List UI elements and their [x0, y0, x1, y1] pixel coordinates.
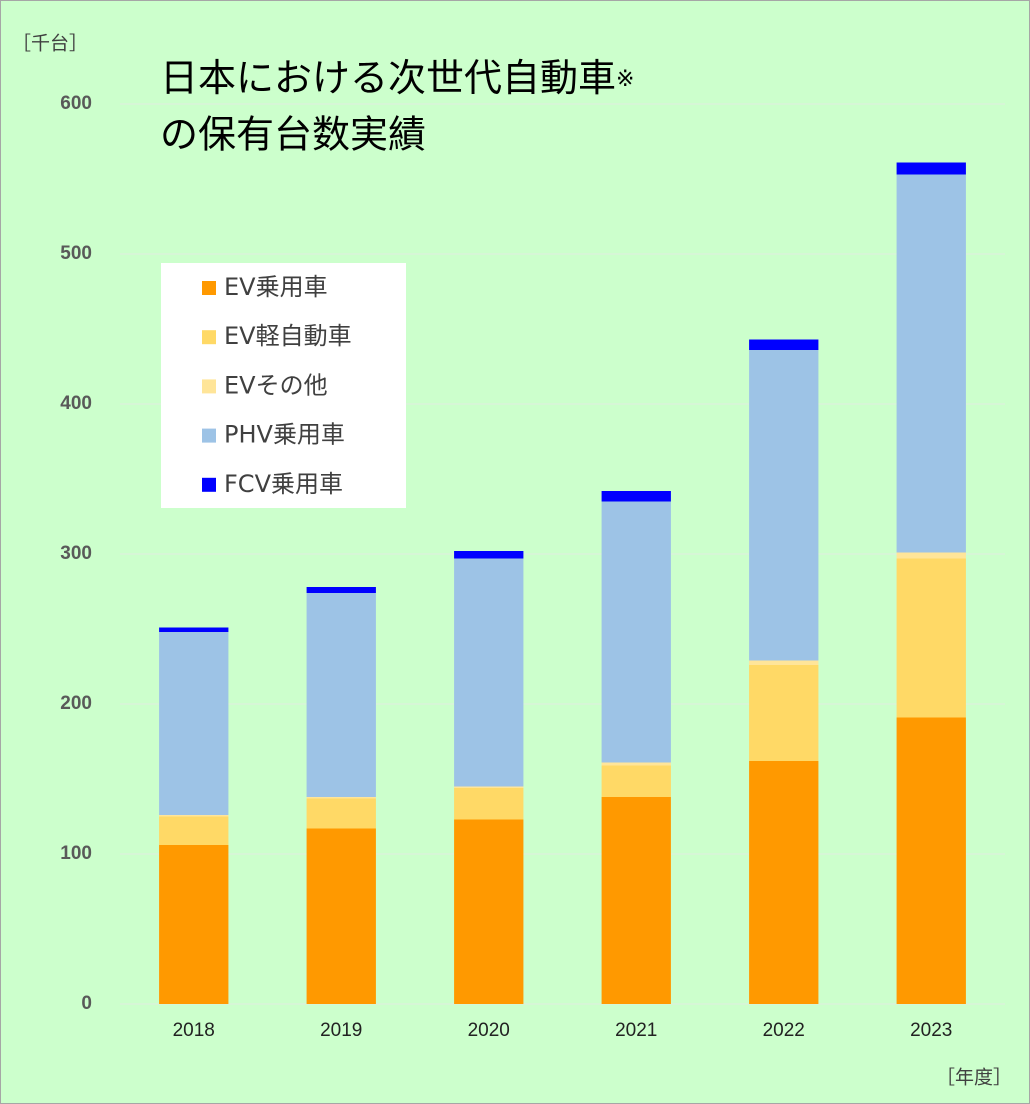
- bar-segment: [749, 660, 819, 665]
- y-tick-label: 100: [60, 843, 92, 864]
- y-tick-label: 0: [81, 993, 92, 1014]
- title-line: 日本における次世代自動車: [160, 56, 616, 100]
- bar-segment: [159, 632, 229, 815]
- bar-segment: [601, 501, 671, 763]
- bar-segment: [601, 762, 671, 766]
- legend-label: EV乗用車: [224, 273, 328, 301]
- bar-segment: [306, 797, 376, 799]
- legend-label: EVその他: [224, 371, 328, 399]
- bar-segment: [896, 717, 966, 1004]
- legend-label: EV軽自動車: [224, 322, 352, 350]
- chart-title: の保有台数実績: [160, 113, 426, 157]
- legend-swatch: [202, 330, 216, 345]
- bar-segment: [454, 558, 524, 787]
- bar-segment: [159, 627, 229, 632]
- bar-segment: [454, 788, 524, 820]
- y-tick-label: 600: [60, 93, 92, 114]
- bar-segment: [601, 491, 671, 502]
- legend-swatch: [202, 428, 216, 443]
- bar-segment: [159, 845, 229, 1004]
- bar-segment: [749, 761, 819, 1004]
- bar-segment: [749, 339, 819, 350]
- y-tick-label: 500: [60, 243, 92, 264]
- bar-segment: [749, 350, 819, 661]
- chart-title: 日本における次世代自動車※: [160, 56, 634, 100]
- legend-box: [161, 263, 406, 508]
- bar-segment: [454, 551, 524, 559]
- bar-segment: [896, 174, 966, 553]
- y-tick-label: 400: [60, 393, 92, 414]
- bar-segment: [601, 797, 671, 1004]
- bar-segment: [306, 828, 376, 1004]
- bar-segment: [454, 786, 524, 788]
- legend-swatch: [202, 477, 216, 492]
- bar-segment: [749, 665, 819, 761]
- x-tick-label: 2018: [173, 1020, 215, 1041]
- x-tick-label: 2023: [910, 1020, 952, 1041]
- x-tick-label: 2021: [615, 1020, 657, 1041]
- y-tick-label: 300: [60, 543, 92, 564]
- x-unit-label: ［年度］: [936, 1067, 1012, 1089]
- bar-segment: [306, 798, 376, 829]
- legend-label: FCV乗用車: [224, 470, 343, 498]
- x-tick-label: 2022: [763, 1020, 805, 1041]
- x-tick-label: 2019: [320, 1020, 362, 1041]
- y-unit-label: ［千台］: [12, 33, 88, 55]
- legend-label: PHV乗用車: [224, 421, 345, 449]
- title-note: ※: [616, 67, 634, 92]
- y-tick-label: 200: [60, 693, 92, 714]
- legend-swatch: [202, 379, 216, 394]
- bar-segment: [306, 593, 376, 797]
- bar-segment: [454, 819, 524, 1004]
- bar-segment: [159, 815, 229, 817]
- bar-segment: [896, 162, 966, 175]
- bar-segment: [896, 558, 966, 718]
- bar-segment: [601, 765, 671, 797]
- bar-segment: [159, 816, 229, 845]
- bar-segment: [306, 587, 376, 593]
- bar-segment: [896, 552, 966, 559]
- legend-swatch: [202, 281, 216, 295]
- x-tick-label: 2020: [468, 1020, 510, 1041]
